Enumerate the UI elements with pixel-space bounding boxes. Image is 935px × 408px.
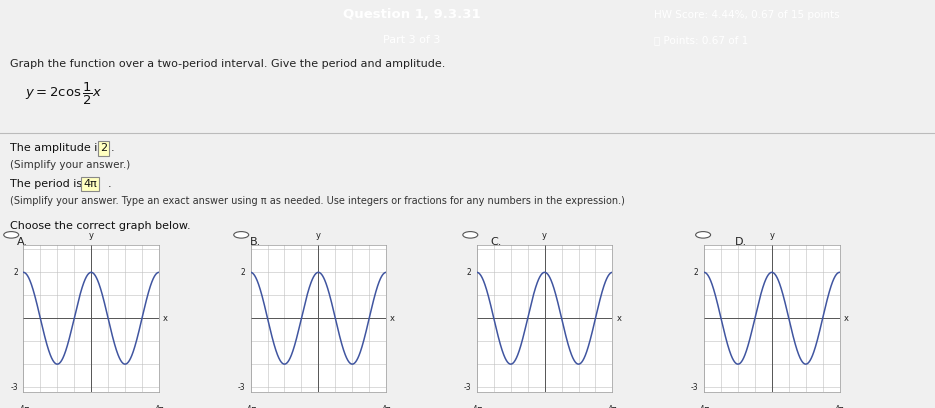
Text: 2: 2 [694, 268, 698, 277]
Text: D.: D. [735, 237, 747, 247]
Text: 2: 2 [240, 268, 245, 277]
Text: -3: -3 [691, 383, 698, 392]
Text: x: x [390, 314, 396, 323]
Text: -3: -3 [464, 383, 471, 392]
Text: y: y [89, 231, 94, 240]
Text: .: . [111, 143, 115, 153]
Text: (Simplify your answer.): (Simplify your answer.) [10, 160, 130, 170]
Text: y: y [542, 231, 547, 240]
Text: 4π: 4π [381, 405, 391, 408]
Text: 4π: 4π [83, 179, 96, 189]
Text: x: x [616, 314, 622, 323]
Text: y: y [316, 231, 321, 240]
Text: HW Score: 4.44%, 0.67 of 15 points: HW Score: 4.44%, 0.67 of 15 points [654, 10, 841, 20]
Text: 2: 2 [100, 143, 108, 153]
Text: C.: C. [490, 237, 501, 247]
Text: 4π: 4π [154, 405, 164, 408]
Text: .: . [108, 179, 111, 189]
Text: -3: -3 [10, 383, 18, 392]
Text: $y=2\cos\dfrac{1}{2}x$: $y=2\cos\dfrac{1}{2}x$ [25, 80, 102, 106]
Text: 4π: 4π [835, 405, 844, 408]
Text: 2: 2 [467, 268, 471, 277]
Text: -4π: -4π [244, 405, 257, 408]
Text: -4π: -4π [17, 405, 30, 408]
Text: (Simplify your answer. Type an exact answer using π as needed. Use integers or f: (Simplify your answer. Type an exact ans… [10, 196, 625, 206]
Text: y: y [770, 231, 774, 240]
Text: ⧖ Points: 0.67 of 1: ⧖ Points: 0.67 of 1 [654, 35, 749, 45]
Text: -3: -3 [237, 383, 245, 392]
Text: 4π: 4π [608, 405, 617, 408]
Text: Choose the correct graph below.: Choose the correct graph below. [10, 221, 191, 231]
Text: x: x [843, 314, 849, 323]
Text: The period is: The period is [10, 179, 86, 189]
Text: x: x [163, 314, 168, 323]
Text: 2: 2 [13, 268, 18, 277]
Text: Part 3 of 3: Part 3 of 3 [382, 35, 440, 45]
Text: Graph the function over a two-period interval. Give the period and amplitude.: Graph the function over a two-period int… [10, 60, 445, 69]
Text: -4π: -4π [470, 405, 483, 408]
Text: A.: A. [17, 237, 28, 247]
Text: -4π: -4π [698, 405, 711, 408]
Text: B.: B. [250, 237, 261, 247]
Text: Question 1, 9.3.31: Question 1, 9.3.31 [342, 8, 481, 21]
Text: The amplitude is: The amplitude is [10, 143, 107, 153]
